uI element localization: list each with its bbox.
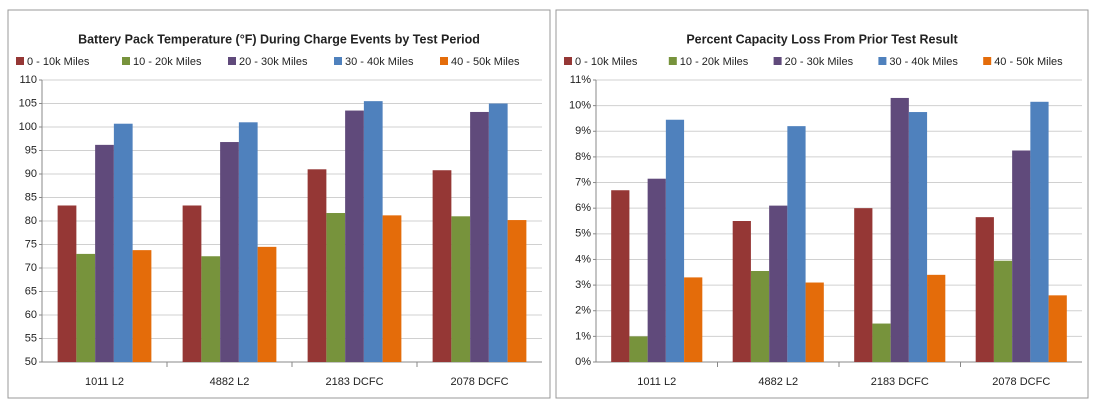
y-tick-label: 2% (575, 305, 591, 317)
bar (732, 221, 751, 362)
legend-label: 30 - 40k Miles (345, 56, 414, 68)
legend-label: 30 - 40k Miles (889, 56, 958, 68)
x-tick-label: 4882 L2 (758, 376, 798, 388)
y-tick-label: 90 (25, 168, 37, 180)
bar (307, 169, 327, 362)
bar (975, 217, 994, 362)
y-tick-label: 50 (25, 356, 37, 368)
y-tick-label: 1% (575, 330, 591, 342)
x-tick-label: 4882 L2 (210, 376, 250, 388)
legend-label: 10 - 20k Miles (133, 56, 202, 68)
y-tick-label: 0% (575, 356, 591, 368)
bar (750, 270, 770, 362)
y-tick-label: 95 (25, 144, 37, 156)
bar (363, 101, 383, 363)
y-tick-label: 65 (25, 285, 37, 297)
bar (57, 205, 77, 362)
bar (993, 260, 1013, 362)
bar (382, 215, 402, 362)
bar (890, 97, 909, 362)
x-tick-label: 2078 DCFC (992, 376, 1050, 388)
legend-swatch (668, 57, 677, 65)
bar (132, 250, 152, 362)
y-tick-label: 85 (25, 191, 37, 203)
legend-swatch (773, 57, 782, 65)
bar (451, 216, 471, 362)
y-tick-label: 5% (575, 228, 591, 240)
y-tick-label: 80 (25, 215, 37, 227)
bar (95, 144, 114, 362)
bar (507, 220, 527, 362)
y-tick-label: 110 (19, 74, 37, 86)
y-tick-label: 6% (575, 202, 591, 214)
y-tick-label: 10% (569, 100, 591, 112)
legend-swatch (334, 57, 342, 65)
y-tick-label: 8% (575, 151, 591, 163)
y-tick-label: 105 (19, 97, 37, 109)
bar (432, 170, 452, 362)
bar (238, 122, 258, 362)
bar (629, 336, 648, 362)
legend-swatch (440, 57, 448, 65)
bar (1030, 101, 1049, 363)
legend-label: 20 - 30k Miles (785, 56, 854, 68)
x-tick-label: 1011 L2 (85, 376, 124, 388)
legend-swatch (228, 57, 236, 65)
bar (665, 119, 685, 363)
chart-title: Percent Capacity Loss From Prior Test Re… (686, 32, 958, 46)
bar (1048, 295, 1067, 362)
bar (201, 256, 221, 362)
legend-swatch (16, 57, 24, 65)
bar (684, 277, 703, 362)
x-tick-label: 2183 DCFC (325, 376, 383, 388)
legend-swatch (983, 57, 992, 65)
y-tick-label: 3% (575, 279, 591, 291)
legend-label: 40 - 50k Miles (994, 56, 1063, 68)
x-tick-label: 1011 L2 (637, 376, 676, 388)
legend-label: 20 - 30k Miles (239, 56, 308, 68)
x-tick-label: 2078 DCFC (450, 376, 508, 388)
bar (927, 274, 946, 362)
bar (805, 282, 824, 362)
y-tick-label: 60 (25, 309, 37, 321)
bar (488, 103, 508, 362)
legend-label: 0 - 10k Miles (27, 56, 90, 68)
legend-label: 0 - 10k Miles (575, 56, 638, 68)
y-tick-label: 7% (575, 176, 591, 188)
bar (113, 123, 133, 363)
y-tick-label: 75 (25, 238, 37, 250)
bar (220, 142, 239, 362)
bar (470, 111, 489, 363)
bar (769, 205, 788, 362)
y-tick-label: 70 (25, 262, 37, 274)
legend-swatch (564, 57, 572, 65)
chart-title: Battery Pack Temperature (°F) During Cha… (78, 32, 480, 46)
y-tick-label: 100 (19, 121, 37, 133)
bar (854, 208, 873, 362)
legend-label: 10 - 20k Miles (680, 56, 749, 68)
y-tick-label: 11% (570, 74, 591, 86)
bar (345, 110, 364, 362)
y-tick-label: 4% (575, 253, 591, 265)
bar (257, 246, 277, 362)
bar (611, 190, 630, 362)
bar (787, 126, 806, 363)
legend-label: 40 - 50k Miles (451, 56, 520, 68)
bar (76, 253, 96, 362)
y-tick-label: 9% (575, 125, 591, 137)
bar (647, 178, 666, 362)
bar (1012, 150, 1031, 362)
bar (326, 213, 346, 362)
bar (908, 112, 928, 362)
legend-swatch (122, 57, 130, 65)
bar (182, 205, 202, 362)
y-tick-label: 55 (25, 332, 37, 344)
legend-swatch (878, 57, 887, 65)
bar (872, 323, 891, 362)
x-tick-label: 2183 DCFC (871, 376, 929, 388)
